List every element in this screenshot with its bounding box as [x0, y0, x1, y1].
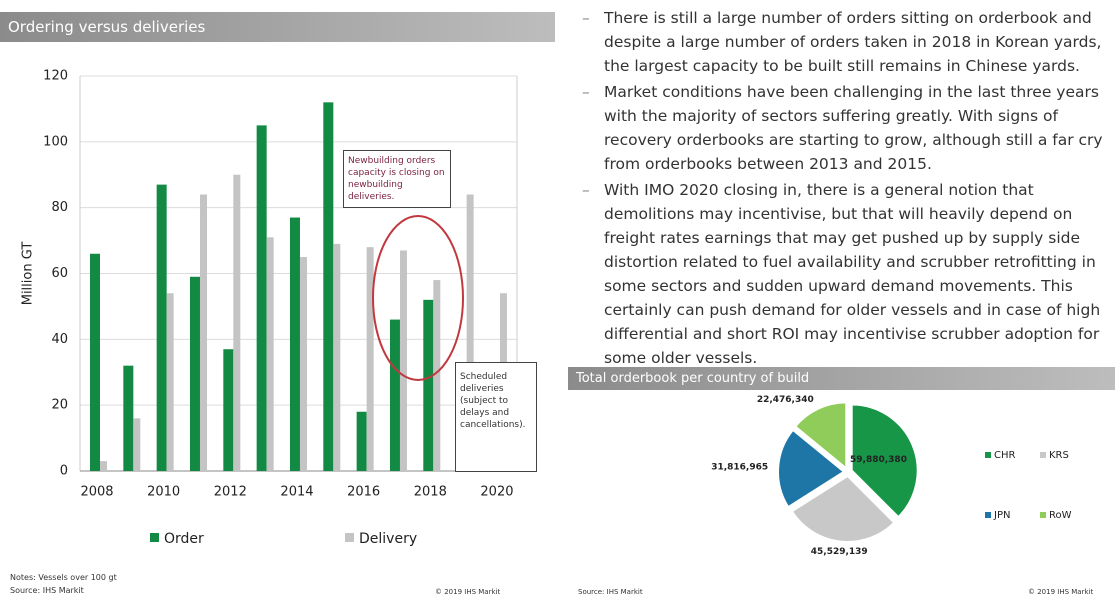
- x-tick-label: 2008: [80, 485, 113, 500]
- bar: [100, 461, 107, 471]
- y-tick-label: 60: [51, 266, 68, 281]
- bullet: With IMO 2020 closing in, there is a gen…: [580, 178, 1115, 370]
- x-tick-label: 2016: [347, 485, 380, 500]
- legend-label: CHR: [994, 450, 1016, 461]
- bar: [333, 243, 341, 471]
- data-label: 45,529,139: [811, 547, 868, 557]
- source: Source: IHS Markit: [578, 588, 643, 596]
- notes: Notes: Vessels over 100 gt: [10, 573, 117, 582]
- bar: [399, 250, 407, 471]
- bullet: Market conditions have been challenging …: [580, 80, 1115, 176]
- bar: [189, 276, 200, 471]
- legend-swatch: [985, 512, 991, 518]
- pie-slice: [777, 428, 846, 509]
- bar: [423, 299, 434, 471]
- bar: [133, 418, 141, 471]
- bullet-list: There is still a large number of orders …: [580, 6, 1115, 372]
- data-label: 31,816,965: [711, 463, 768, 473]
- bar: [123, 365, 134, 471]
- bar: [256, 125, 267, 471]
- copyright: © 2019 IHS Markit: [1028, 588, 1094, 596]
- legend-swatch: [1040, 512, 1046, 518]
- data-label: 59,880,380: [850, 455, 907, 465]
- y-tick-label: 120: [43, 69, 68, 84]
- data-label: 22,476,340: [757, 395, 814, 405]
- bar: [299, 257, 307, 471]
- y-tick-label: 80: [51, 200, 68, 215]
- x-tick-label: 2020: [480, 485, 513, 500]
- bullet: There is still a large number of orders …: [580, 6, 1115, 78]
- legend-label: Delivery: [359, 531, 417, 547]
- pie-slice: [790, 474, 896, 543]
- x-tick-label: 2018: [414, 485, 447, 500]
- bar: [166, 293, 174, 471]
- annotation: Newbuilding orders capacity is closing o…: [343, 150, 451, 208]
- y-tick-label: 40: [51, 332, 68, 347]
- bar: [289, 217, 300, 471]
- pie-slice: [793, 401, 848, 471]
- bar: [199, 194, 207, 471]
- chart-title: Total orderbook per country of build: [568, 367, 1115, 390]
- legend-swatch: [985, 452, 991, 458]
- x-tick-label: 2012: [214, 485, 247, 500]
- legend-label: JPN: [993, 510, 1010, 521]
- x-tick-label: 2010: [147, 485, 180, 500]
- pie-slice: [850, 403, 919, 519]
- bar: [223, 349, 234, 471]
- bar: [433, 280, 441, 471]
- bar: [266, 237, 274, 471]
- legend-label: KRS: [1049, 450, 1069, 461]
- legend-label: Order: [164, 531, 204, 547]
- source: Source: IHS Markit: [10, 586, 84, 595]
- x-tick-label: 2014: [280, 485, 313, 500]
- bar: [323, 102, 334, 471]
- y-tick-label: 20: [51, 398, 68, 413]
- y-tick-label: 0: [60, 464, 68, 479]
- y-tick-label: 100: [43, 134, 68, 149]
- highlight-circle: [372, 215, 464, 381]
- bar: [156, 184, 167, 471]
- legend-swatch: [150, 533, 159, 542]
- y-axis-label: Million GT: [21, 242, 36, 306]
- copyright: © 2019 IHS Markit: [435, 588, 501, 596]
- legend-label: RoW: [1049, 510, 1072, 521]
- annotation: Scheduled deliveries (subject to delays …: [455, 362, 537, 472]
- bar: [366, 247, 374, 471]
- chart-title: Ordering versus deliveries: [0, 12, 555, 42]
- bar: [233, 174, 241, 471]
- bar: [466, 194, 474, 471]
- bar: [356, 411, 367, 471]
- bar: [90, 253, 100, 471]
- bar: [389, 319, 400, 471]
- legend-swatch: [1040, 452, 1046, 458]
- legend-swatch: [345, 533, 354, 542]
